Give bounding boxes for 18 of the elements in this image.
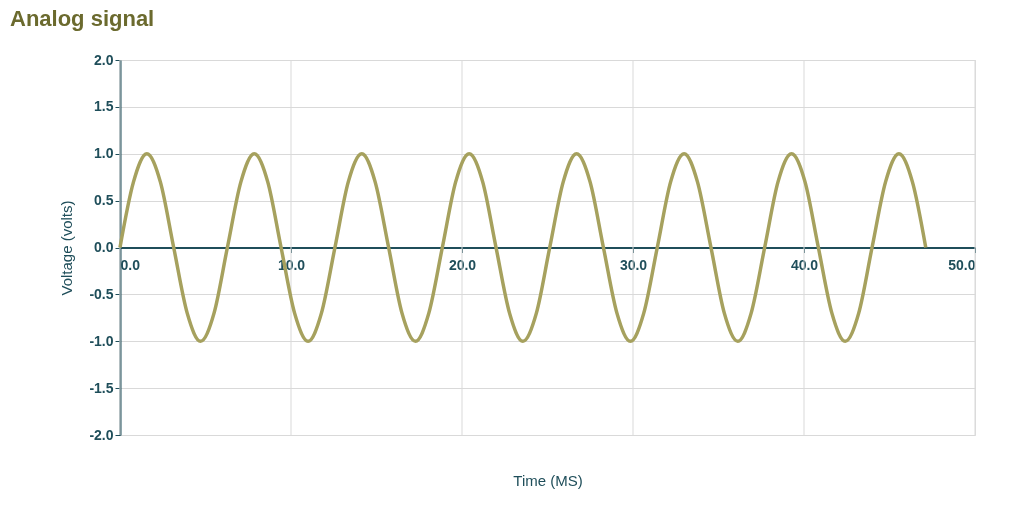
y-axis-title: Voltage (volts) [58, 200, 76, 296]
y-tick-label: -1.0 [89, 332, 114, 349]
y-tick-label: 0.5 [94, 192, 114, 209]
line-series [118, 152, 928, 343]
y-tick-label: -1.5 [89, 379, 114, 396]
x-tick-label: 20.0 [448, 257, 477, 273]
y-tick-label: 1.0 [94, 145, 114, 162]
x-tick-label: 50.0 [948, 257, 976, 273]
x-tick-label: 30.0 [619, 257, 648, 273]
x-axis-title: Time (MS) [513, 471, 583, 489]
y-tick-label: 0.0 [94, 239, 114, 255]
x-tick-label: 0.0 [120, 257, 141, 273]
y-tick-label: -2.0 [89, 426, 114, 443]
y-tick-label: 2.0 [94, 51, 114, 68]
y-tick-label: -0.5 [89, 285, 114, 302]
y-tick-label: 1.5 [94, 98, 114, 115]
x-tick-label: 40.0 [790, 257, 819, 273]
chart-title: Analog signal [10, 6, 155, 31]
